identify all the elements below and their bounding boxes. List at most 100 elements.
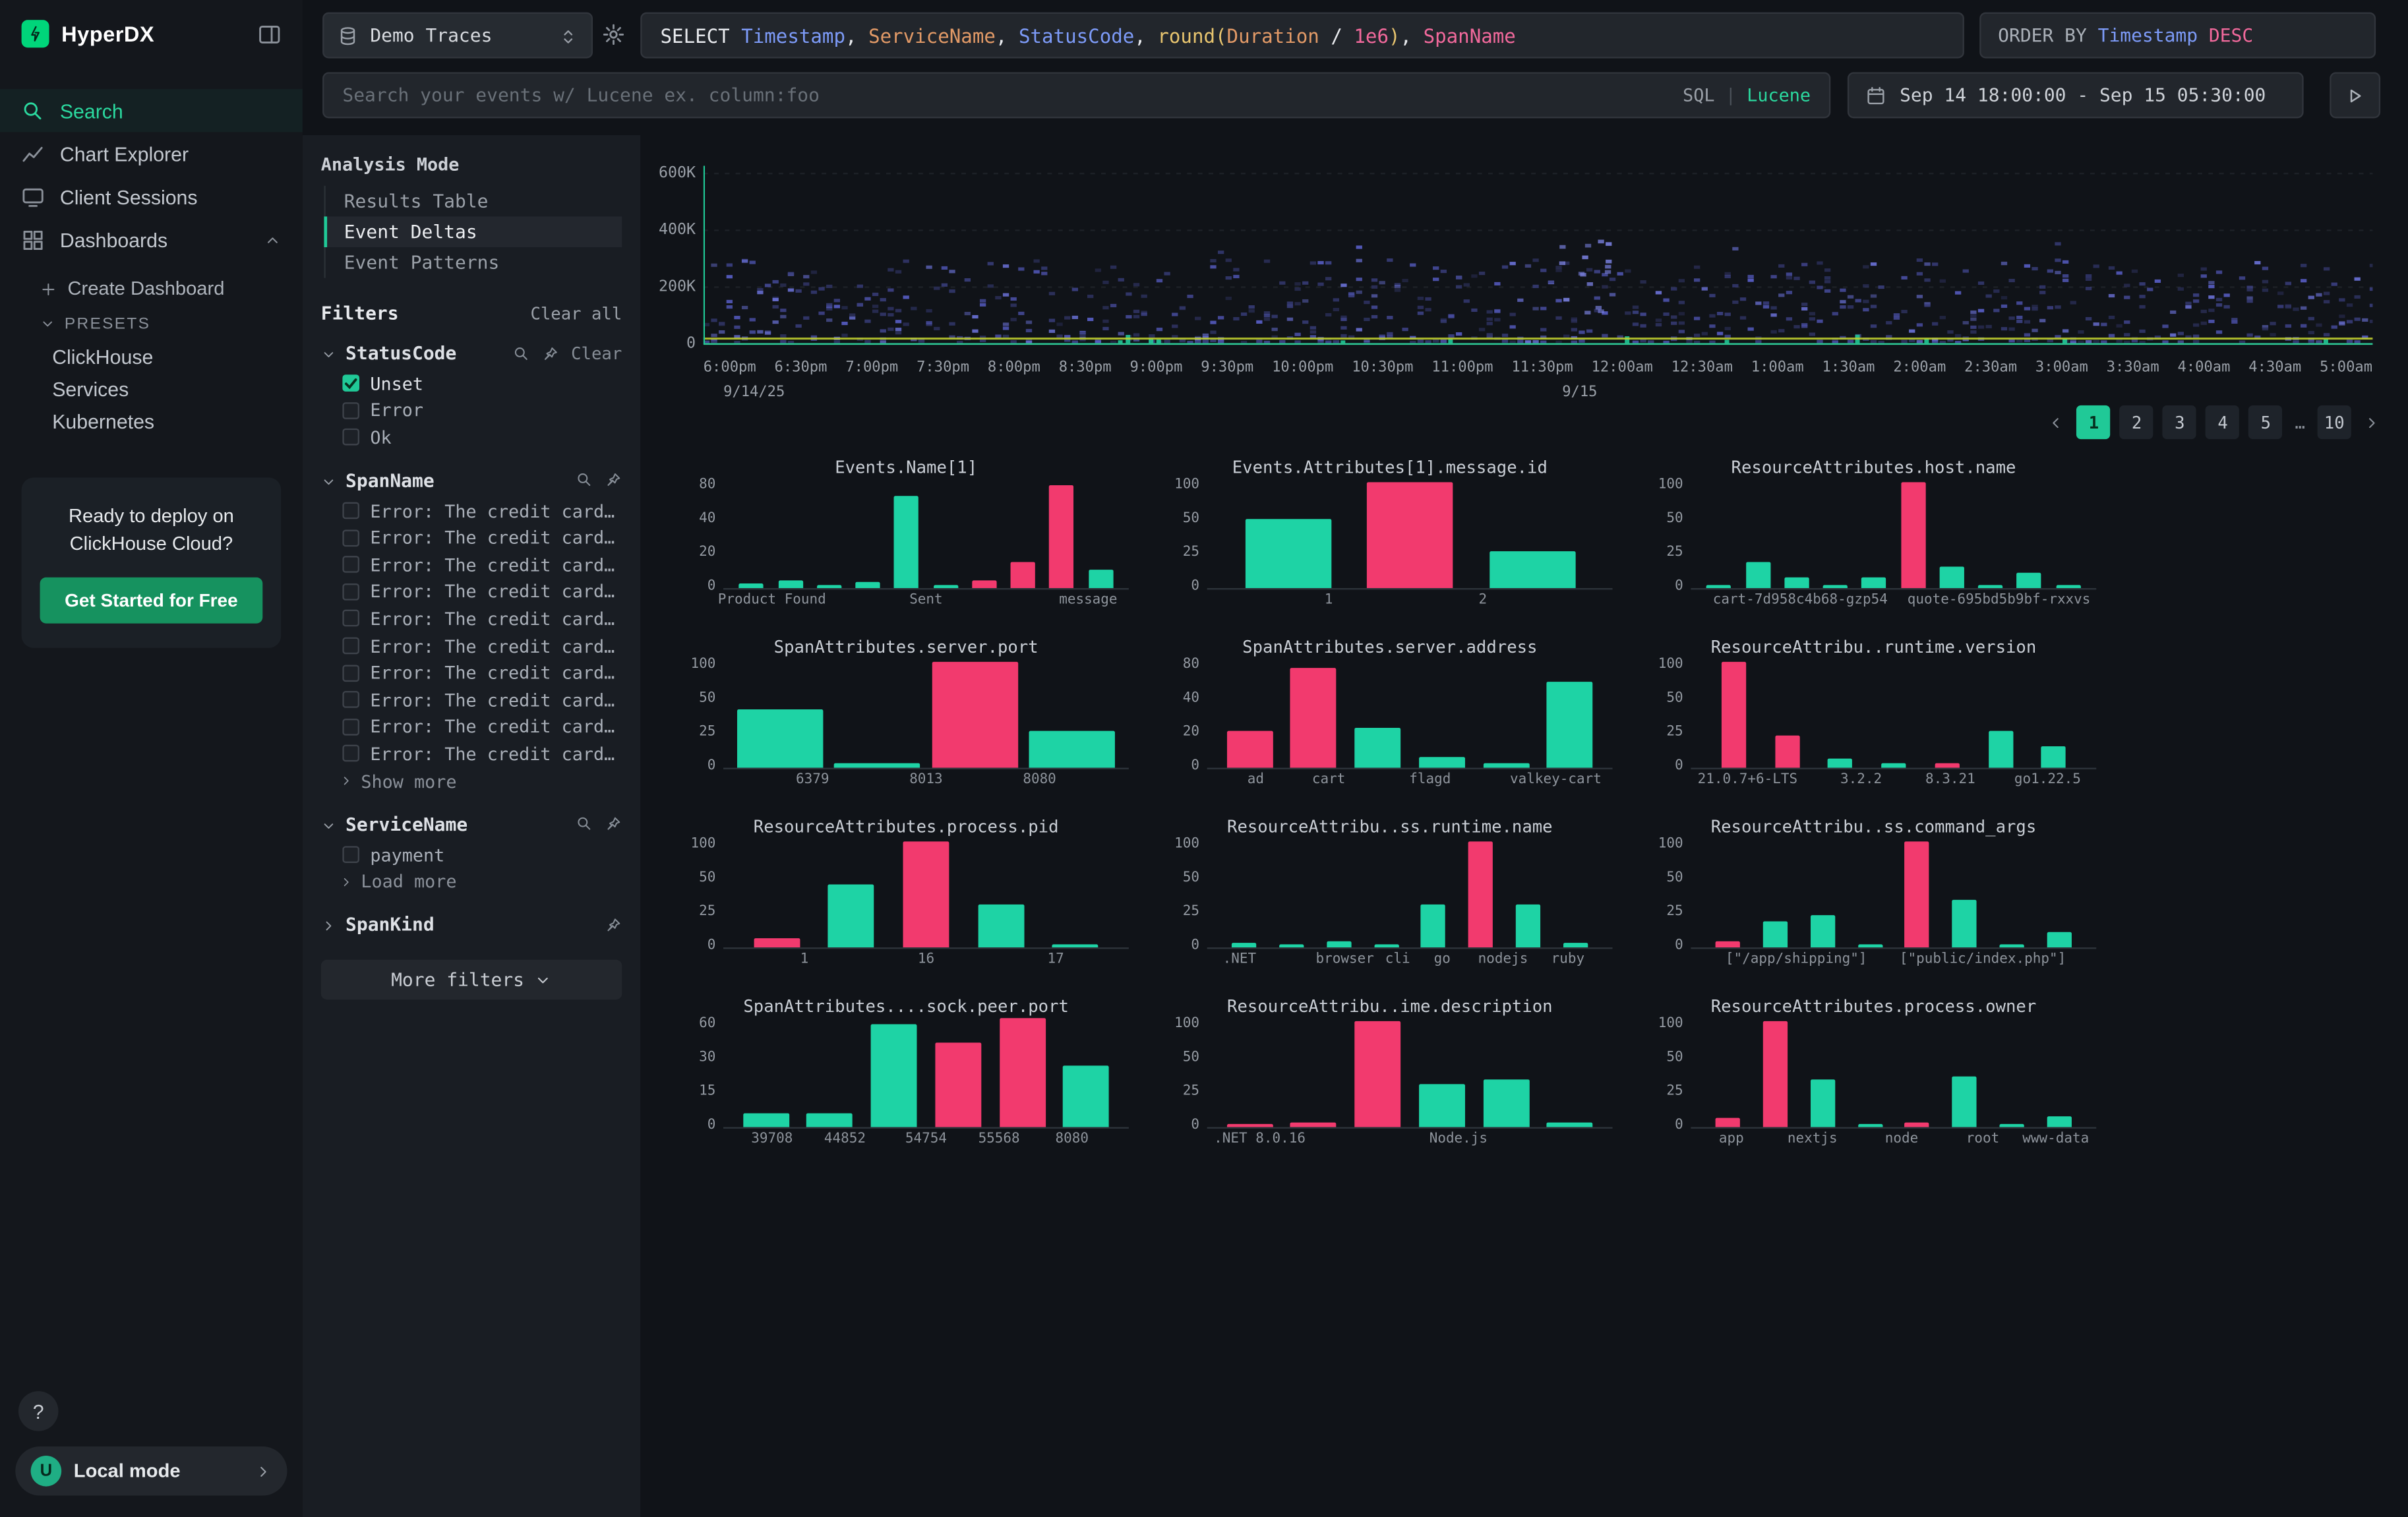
pin-button[interactable] (605, 916, 622, 934)
page-4-button[interactable]: 4 (2206, 405, 2240, 440)
filter-option-error-the-credit-card-[interactable]: Error: The credit card (… (321, 524, 622, 551)
magnifier-button[interactable] (513, 345, 530, 362)
delta-charts-grid: Events.Name[1] 80 40 20 0 Product Found Sent… (683, 458, 2097, 1168)
presets-toggle[interactable]: PRESETS (40, 307, 303, 341)
checkbox[interactable] (342, 637, 360, 655)
delta-chart-spanattributes-server-address[interactable]: SpanAttributes.server.address 80 40 20 0 ad… (1167, 638, 1613, 808)
magnifier-button[interactable] (576, 816, 593, 833)
help-button[interactable]: ? (18, 1391, 59, 1431)
checkbox[interactable] (342, 664, 360, 682)
page-3-button[interactable]: 3 (2163, 405, 2197, 440)
checkbox[interactable] (342, 610, 360, 628)
load-more-button[interactable]: Load more (321, 868, 622, 896)
bar (1421, 905, 1446, 948)
magnifier-button[interactable] (576, 472, 593, 489)
delta-chart-spanattributes-sock-peer-port[interactable]: SpanAttributes....sock.peer.port 60 30 15 0… (683, 997, 1129, 1168)
bar (806, 1113, 853, 1127)
analysis-mode-results-table[interactable]: Results Table (344, 190, 489, 212)
checkbox[interactable] (342, 583, 360, 601)
page-2-button[interactable]: 2 (2120, 405, 2154, 440)
lucene-search-input[interactable] (342, 84, 1672, 106)
checkbox[interactable] (342, 745, 360, 763)
prev-page-button[interactable] (2045, 414, 2068, 431)
y-tick-label: 25 (1666, 725, 1683, 740)
delta-chart-resourceattributes-host-name[interactable]: ResourceAttributes.host.name 100 50 25 0 ca… (1651, 458, 2097, 628)
sidebar-item-clickhouse[interactable]: ClickHouse (52, 345, 154, 369)
checkbox[interactable] (342, 718, 360, 736)
data-source-select[interactable]: Demo Traces (322, 12, 593, 59)
delta-chart-resourceattribu-ss-command-args[interactable]: ResourceAttribu..ss.command_args 100 50 25… (1651, 817, 2097, 988)
filters-panel: Analysis Mode Results Table Event Deltas E… (302, 134, 641, 1517)
filter-group-header-servicename[interactable]: ServiceName (321, 807, 622, 841)
sql-token: ServiceName (868, 24, 996, 47)
delta-chart-resourceattributes-process-owner[interactable]: ResourceAttributes.process.owner 100 50 25… (1651, 997, 2097, 1168)
filter-option-error-the-credit-card-[interactable]: Error: The credit card (… (321, 497, 622, 524)
show-more-button[interactable]: Show more (321, 767, 622, 795)
filter-option-unset[interactable]: Unset (321, 370, 622, 397)
delta-chart-resourceattributes-process-pid[interactable]: ResourceAttributes.process.pid 100 50 25 0 … (683, 817, 1129, 988)
delta-chart-resourceattribu-ime-description[interactable]: ResourceAttribu..ime.description 100 50 25… (1167, 997, 1613, 1168)
local-mode-button[interactable]: U Local mode (15, 1446, 287, 1496)
hyperdx-logo[interactable]: HyperDX (21, 20, 155, 48)
sql-mode-toggle[interactable]: SQL (1683, 84, 1715, 106)
sidebar-item-client-sessions[interactable]: Client Sessions (0, 175, 303, 218)
next-page-button[interactable] (2361, 414, 2384, 431)
pin-button[interactable] (605, 472, 622, 489)
filter-group-header-spanname[interactable]: SpanName (321, 463, 622, 497)
histogram-plot[interactable] (703, 154, 2376, 347)
delta-chart-events-attributes-1-message-id[interactable]: Events.Attributes[1].message.id 100 50 25 0… (1167, 458, 1613, 628)
filter-option-ok[interactable]: Ok (321, 424, 622, 451)
collapse-sidebar-button[interactable] (258, 22, 281, 45)
checkbox[interactable] (342, 429, 360, 446)
clear-filter-button[interactable]: Clear (571, 343, 622, 363)
page-10-button[interactable]: 10 (2317, 405, 2351, 440)
sidebar-item-kubernetes[interactable]: Kubernetes (52, 409, 155, 433)
pin-button[interactable] (605, 816, 622, 833)
filter-option-error-the-credit-card-[interactable]: Error: The credit card (… (321, 659, 622, 686)
clear-all-filters-button[interactable]: Clear all (530, 303, 622, 324)
filter-group-header-statuscode[interactable]: StatusCode Clear (321, 336, 622, 370)
page-1-button[interactable]: 1 (2076, 405, 2111, 440)
page-5-button[interactable]: 5 (2248, 405, 2283, 440)
sidebar-item-services[interactable]: Services (52, 377, 129, 401)
sidebar-item-dashboards[interactable]: Dashboards (0, 218, 303, 261)
checkbox[interactable] (342, 502, 360, 520)
order-by-input[interactable]: ORDER BY Timestamp DESC (1979, 12, 2376, 59)
sidebar-item-chart-explorer[interactable]: Chart Explorer (0, 132, 303, 175)
checkbox[interactable] (342, 846, 360, 863)
delta-chart-resourceattribu-ss-runtime-name[interactable]: ResourceAttribu..ss.runtime.name 100 50 25… (1167, 817, 1613, 988)
more-filters-button[interactable]: More filters (320, 960, 622, 1000)
checkbox[interactable] (342, 691, 360, 709)
filter-option-payment[interactable]: payment (321, 841, 622, 868)
filter-option-error-the-credit-card-[interactable]: Error: The credit card (… (321, 578, 622, 605)
delta-chart-events-name-1-[interactable]: Events.Name[1] 80 40 20 0 Product Found Sent… (683, 458, 1129, 628)
checkbox[interactable] (342, 402, 360, 419)
filter-option-error-the-credit-card-[interactable]: Error: The credit card (… (321, 551, 622, 578)
lucene-mode-toggle[interactable]: Lucene (1747, 84, 1811, 106)
filter-group-header-spankind[interactable]: SpanKind (321, 908, 622, 941)
checkbox[interactable] (342, 556, 360, 574)
sql-select-input[interactable]: SELECT Timestamp, ServiceName, StatusCod… (640, 12, 1964, 59)
filter-option-error-the-credit-card-[interactable]: Error: The credit card (… (321, 740, 622, 767)
filter-option-error-the-credit-card-[interactable]: Error: The credit card (… (321, 632, 622, 659)
bar (2041, 746, 2066, 768)
delta-chart-resourceattribu-runtime-version[interactable]: ResourceAttribu..runtime.version 100 50 25… (1651, 638, 2097, 808)
get-started-button[interactable]: Get Started for Free (40, 578, 263, 624)
filter-option-error-the-credit-card-[interactable]: Error: The credit card (… (321, 686, 622, 713)
checkbox[interactable] (342, 374, 360, 392)
checkbox[interactable] (342, 529, 360, 547)
database-icon (340, 27, 355, 45)
filter-group-servicename: ServiceName payment Load more (321, 807, 622, 895)
create-dashboard-button[interactable]: Create Dashboard (40, 270, 303, 307)
filter-option-error-the-credit-card-[interactable]: Error: The credit card (… (321, 713, 622, 740)
sidebar-item-search[interactable]: Search (0, 89, 303, 133)
analysis-mode-event-deltas[interactable]: Event Deltas (324, 216, 622, 247)
source-settings-gear[interactable] (602, 23, 625, 46)
filter-option-error-the-credit-card-[interactable]: Error: The credit card (… (321, 605, 622, 632)
pin-button[interactable] (542, 345, 559, 362)
filter-option-error[interactable]: Error (321, 397, 622, 424)
run-query-button[interactable] (2330, 72, 2381, 119)
analysis-mode-event-patterns[interactable]: Event Patterns (344, 251, 500, 274)
delta-chart-spanattributes-server-port[interactable]: SpanAttributes.server.port 100 50 25 0 6379… (683, 638, 1129, 808)
date-range-picker[interactable]: Sep 14 18:00:00 - Sep 15 05:30:00 (1847, 72, 2304, 119)
